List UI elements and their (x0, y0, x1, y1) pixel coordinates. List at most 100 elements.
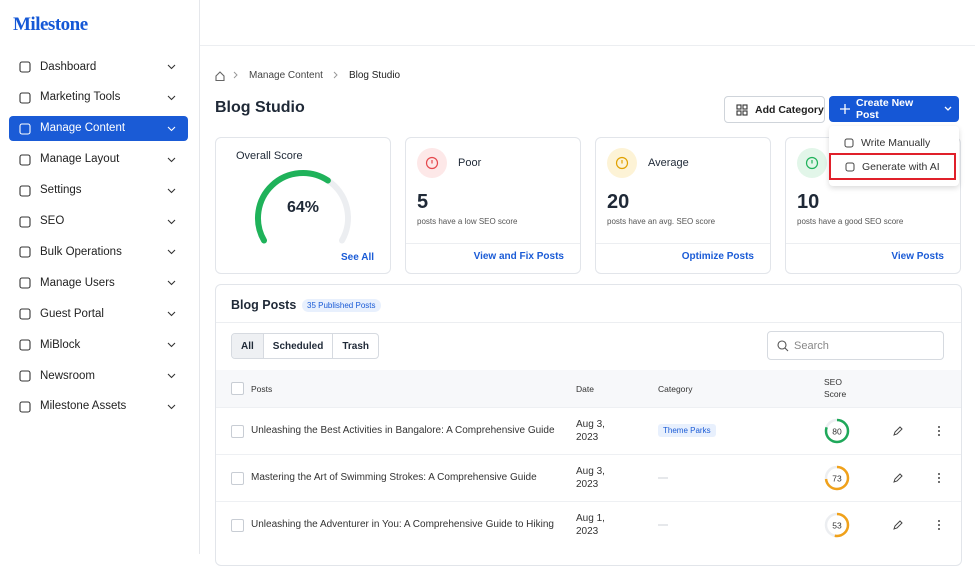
icon (167, 373, 176, 379)
card-link[interactable]: View Posts (891, 251, 944, 262)
nav-item[interactable]: Bulk Operations (9, 239, 188, 264)
tab[interactable]: All (232, 334, 263, 358)
card-title: Average (648, 157, 689, 169)
see-all-link[interactable]: See All (341, 252, 374, 263)
nav-label: Dashboard (40, 60, 97, 73)
card-description: posts have an avg. SEO score (607, 217, 716, 226)
icon (19, 370, 31, 382)
post-title[interactable]: Mastering the Art of Swimming Strokes: A… (251, 472, 537, 483)
nav-label: Milestone Assets (40, 400, 127, 413)
nav-item[interactable]: Newsroom (9, 363, 188, 388)
post-title[interactable]: Unleashing the Adventurer in You: A Comp… (251, 519, 554, 530)
score-card: Average 20 posts have an avg. SEO score Opt… (595, 137, 771, 274)
icon (19, 123, 31, 135)
category-empty (658, 524, 668, 526)
button-label: Add Category (755, 103, 824, 116)
icon (19, 154, 31, 166)
score-gauge (255, 170, 351, 244)
score-card: Poor 5 posts have a low SEO score View and … (405, 137, 581, 274)
menu-label: Write Manually (861, 137, 931, 149)
tab[interactable]: Trash (332, 334, 378, 358)
icon (19, 185, 31, 197)
seo-score-value: 80 (832, 427, 842, 437)
table-header: Posts Date Category SEO Score (216, 370, 961, 407)
nav-label: Settings (40, 184, 82, 197)
card-link[interactable]: Optimize Posts (681, 251, 754, 262)
post-date: Aug 3, 2023 (576, 419, 605, 443)
search-box[interactable]: Search (767, 331, 944, 360)
post-count: 20 (607, 191, 630, 213)
icon[interactable] (936, 425, 942, 437)
icon (167, 280, 176, 286)
divider (786, 243, 960, 244)
nav-label: Manage Content (40, 122, 126, 135)
icon (19, 246, 31, 258)
card-description: posts have a good SEO score (797, 217, 904, 226)
nav-label: Newsroom (40, 369, 95, 382)
table-row: Mastering the Art of Swimming Strokes: A… (216, 454, 961, 501)
create-menu: Write Manually Generate with AI (829, 126, 959, 186)
create-new-post-button[interactable]: Create New Post (829, 96, 959, 122)
checkbox[interactable] (231, 472, 244, 485)
post-title[interactable]: Unleashing the Best Activities in Bangal… (251, 425, 555, 436)
nav-item[interactable]: Marketing Tools (9, 85, 188, 110)
post-date: Aug 1, 2023 (576, 513, 605, 537)
card-link[interactable]: View and Fix Posts (473, 251, 564, 262)
icon (19, 308, 31, 320)
icon[interactable] (892, 519, 904, 531)
menu-item[interactable]: Generate with AI (829, 153, 956, 180)
nav-label: Bulk Operations (40, 245, 122, 258)
checkbox[interactable] (231, 519, 244, 532)
nav-item[interactable]: Dashboard (9, 54, 188, 79)
checkbox[interactable] (231, 382, 244, 395)
nav-item[interactable]: Milestone Assets (9, 394, 188, 419)
nav-item[interactable]: Manage Layout (9, 147, 188, 172)
nav-label: SEO (40, 215, 65, 227)
sidebar: Milestone Dashboard Marketing Tools Manage… (0, 0, 200, 554)
nav-item[interactable]: SEO (9, 209, 188, 234)
checkbox[interactable] (231, 425, 244, 438)
brand-logo[interactable]: Milestone (13, 14, 88, 35)
icon[interactable] (892, 425, 904, 437)
category-empty (658, 477, 668, 479)
seo-score-ring: 53 (824, 512, 850, 538)
nav-item[interactable]: Manage Content (9, 115, 188, 141)
post-count: 10 (797, 191, 820, 213)
home-icon[interactable] (214, 70, 226, 82)
seo-score-value: 53 (832, 521, 842, 531)
status-icon (417, 148, 447, 178)
chevron-icon (944, 106, 952, 111)
published-badge: 35 Published Posts (302, 299, 381, 312)
seo-score-ring: 73 (824, 465, 850, 491)
icon[interactable] (936, 472, 942, 484)
menu-item[interactable]: Write Manually (830, 130, 956, 156)
divider (596, 243, 770, 244)
search-placeholder: Search (794, 339, 829, 352)
nav-item[interactable]: Guest Portal (9, 301, 188, 326)
page-title: Blog Studio (215, 99, 305, 116)
breadcrumb-item[interactable]: Manage Content (249, 70, 323, 81)
icon[interactable] (892, 472, 904, 484)
seo-score-value: 73 (832, 474, 842, 484)
nav-item[interactable]: MiBlock (9, 332, 188, 357)
icon (19, 92, 31, 104)
ring-fill (824, 512, 850, 538)
button-label: Create New Post (855, 97, 914, 121)
nav-item[interactable]: Settings (9, 178, 188, 203)
icon[interactable] (936, 519, 942, 531)
icon (167, 342, 176, 348)
add-category-button[interactable]: Add Category (724, 96, 825, 123)
column-header: SEO Score (824, 377, 847, 399)
column-header: Posts (251, 384, 273, 394)
icon (333, 71, 338, 79)
tab[interactable]: Scheduled (262, 334, 333, 358)
column-header: Category (658, 384, 693, 394)
table-row: Unleashing the Best Activities in Bangal… (216, 407, 961, 454)
icon (167, 157, 176, 162)
tabs: All Scheduled Trash (231, 333, 380, 359)
nav-label: Manage Layout (40, 153, 120, 166)
score-value: 64% (286, 199, 320, 216)
icon (19, 401, 31, 413)
breadcrumb: Manage Content Blog Studio (232, 70, 400, 82)
nav-item[interactable]: Manage Users (9, 270, 188, 295)
